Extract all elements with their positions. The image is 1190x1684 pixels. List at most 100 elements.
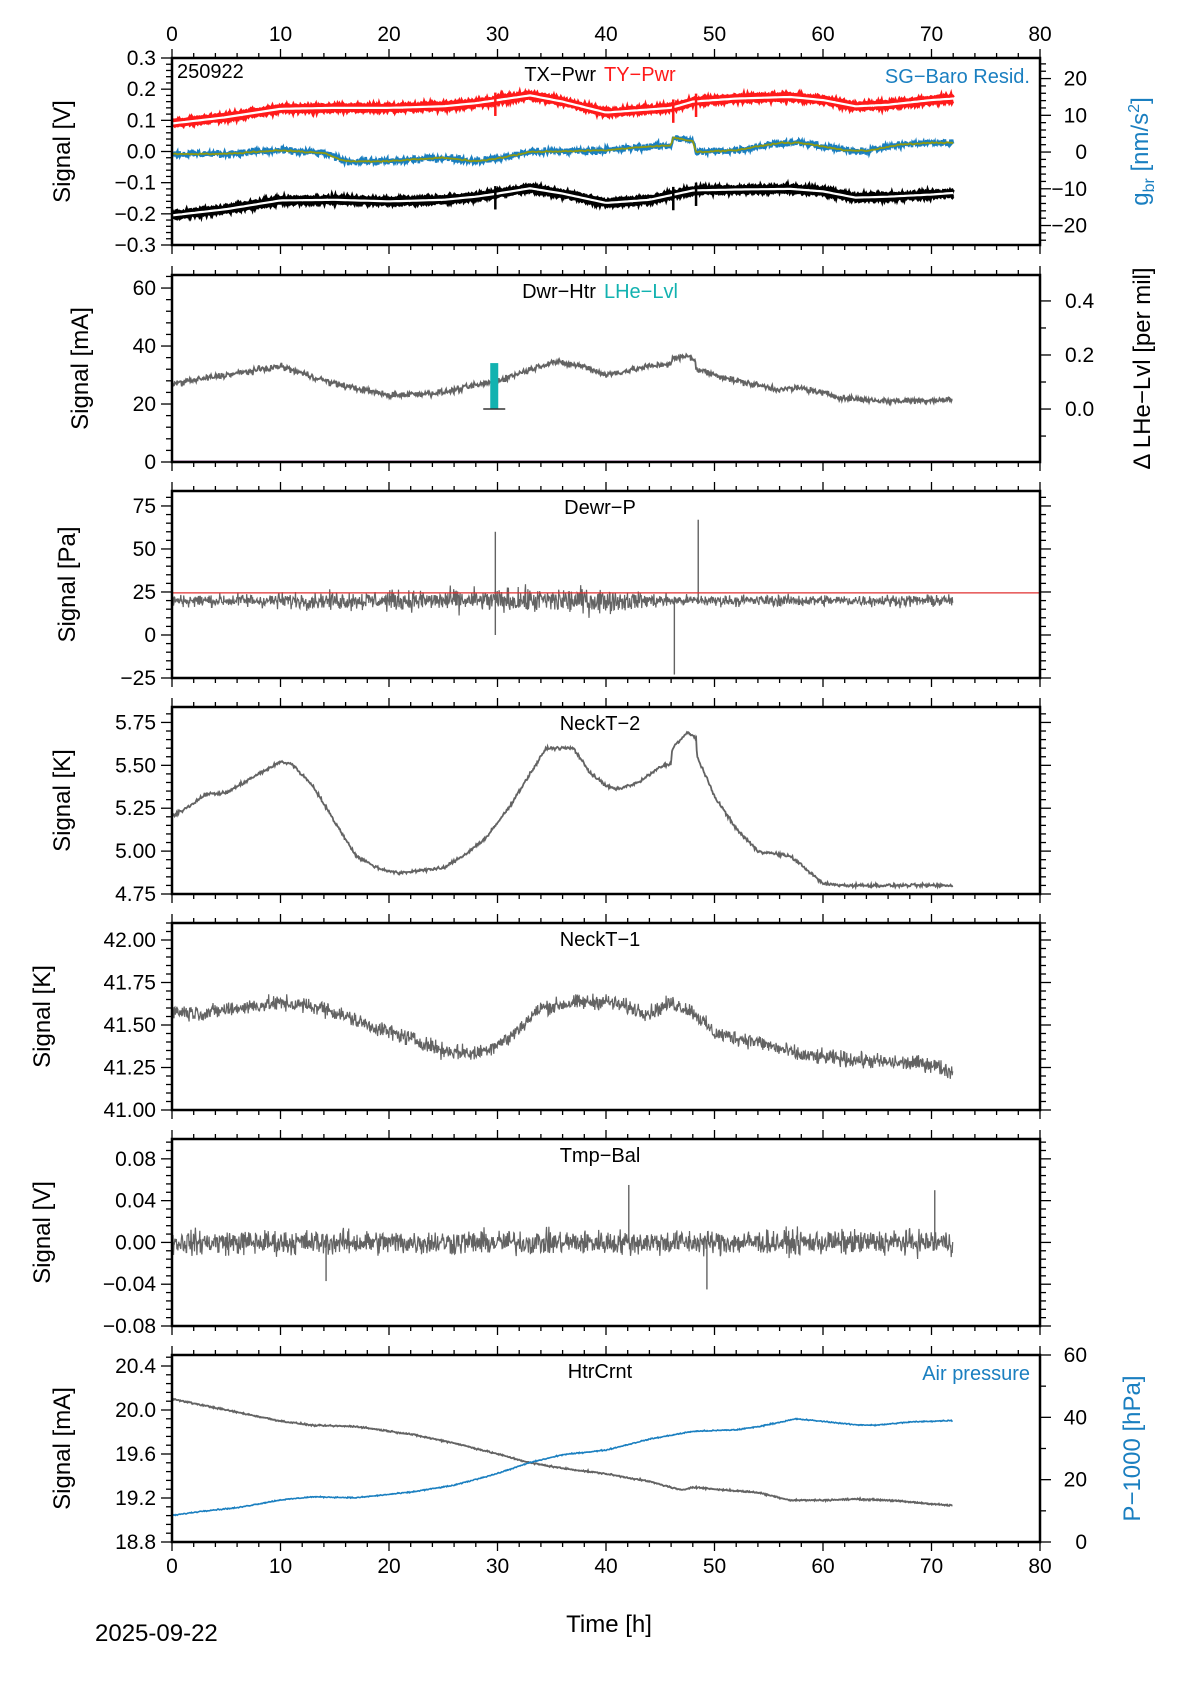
y-axis-title: Signal [K] xyxy=(29,965,56,1068)
y2-tick-label: 0 xyxy=(1075,141,1087,164)
y-tick-label: 0 xyxy=(144,451,156,474)
series-ty-pwr-upper xyxy=(172,86,955,128)
y2-tick-label: 60 xyxy=(1064,1344,1087,1367)
panel-title-part: Dwr−Htr xyxy=(522,281,596,303)
y-tick-label: 0.08 xyxy=(115,1148,156,1171)
x-tick-label: 30 xyxy=(486,23,509,46)
y-tick-label: −0.3 xyxy=(115,234,156,257)
series-air-pressure xyxy=(172,1417,954,1517)
panel-title-p1: TX−Pwr TY−Pwr xyxy=(524,64,676,86)
y-tick-label: 0.1 xyxy=(127,109,156,132)
panel-p5: 42.00 41.75 41.50 41.25 41.00 Signal [K] NeckT… xyxy=(29,914,1051,1122)
x-tick-label: 10 xyxy=(269,1555,292,1578)
y-axis-title: Signal [V] xyxy=(49,100,76,203)
y-tick-label: 4.75 xyxy=(115,883,156,906)
panel-title-part: NeckT−1 xyxy=(560,929,641,951)
panel-title-part: Tmp−Bal xyxy=(560,1145,641,1167)
y-tick-label: 60 xyxy=(133,277,156,300)
panel-title-p6: Tmp−Bal xyxy=(560,1145,641,1167)
y-tick-label: 0 xyxy=(144,624,156,647)
x-tick-label: 50 xyxy=(703,23,726,46)
series-lhe-lvl-bar xyxy=(490,363,499,410)
x-tick-label: 80 xyxy=(1028,23,1051,46)
panel-title-part: LHe−Lvl xyxy=(604,281,678,303)
y-tick-label: 0.2 xyxy=(127,78,156,101)
x-tick-label: 70 xyxy=(920,23,943,46)
x-tick-label: 10 xyxy=(269,23,292,46)
y2-axis-title: gbr [nm/s2] xyxy=(1126,97,1158,206)
y2-tick-label: 20 xyxy=(1064,68,1087,91)
y2-tick-label: 10 xyxy=(1064,104,1087,127)
y-tick-label: 5.50 xyxy=(115,754,156,777)
panel-title-part: TX−Pwr xyxy=(524,64,596,86)
y2-tick-label: 0.4 xyxy=(1065,290,1095,313)
panel-p6: 0.08 0.04 0.00 −0.04 −0.08 Signal [V] Tmp−Bal xyxy=(29,1130,1051,1338)
plot-area-p2 xyxy=(172,352,954,462)
panel-title-p2: Dwr−Htr LHe−Lvl xyxy=(522,281,678,303)
plot-area-p6 xyxy=(172,1184,954,1290)
series-ty-pwr-smooth xyxy=(172,94,954,125)
y-axis-title: Signal [K] xyxy=(49,749,76,852)
frame-p4 xyxy=(170,705,1042,896)
series-dwr-htr xyxy=(172,352,953,407)
x-axis-title: Time [h] xyxy=(566,1611,652,1638)
y2-tick-label: 0.2 xyxy=(1065,344,1094,367)
y2-title-end: ] xyxy=(1127,97,1154,104)
y2-tick-label: −10 xyxy=(1051,178,1087,201)
y-axis-title: Signal [V] xyxy=(29,1181,56,1284)
y2-tick-label: 40 xyxy=(1064,1406,1087,1429)
frame-p2 xyxy=(170,273,1042,464)
panel-p2: 60 40 20 0 Signal [mA] 0.4 0.2 0.0 Δ LHe−Lvl [pe… xyxy=(67,266,1156,474)
panel-title-part: TY−Pwr xyxy=(604,64,676,86)
y-tick-label: 40 xyxy=(133,335,156,358)
y2-tick-label: −20 xyxy=(1051,215,1087,238)
y-tick-label: 19.2 xyxy=(115,1487,156,1510)
y-tick-label: 0.3 xyxy=(127,47,156,70)
panel-corner-label: 250922 xyxy=(177,61,244,83)
y-tick-label: 42.00 xyxy=(103,929,156,952)
y-tick-label: 5.00 xyxy=(115,840,156,863)
series-tx-pwr-upper xyxy=(172,178,955,218)
y-axis-title: Signal [Pa] xyxy=(54,526,81,642)
plot-area-p1 xyxy=(172,86,955,223)
y2-axis-title: Δ LHe−Lvl [per mil] xyxy=(1129,267,1156,469)
panel-title-p3: Dewr−P xyxy=(564,497,636,519)
y2-axis-title: P−1000 [hPa] xyxy=(1119,1375,1146,1521)
y-tick-label: 41.00 xyxy=(103,1099,156,1122)
y-tick-label: 0.00 xyxy=(115,1231,156,1254)
panel-title-part: HtrCrnt xyxy=(568,1361,633,1383)
y-tick-label: 5.75 xyxy=(115,711,156,734)
y-tick-label: 5.25 xyxy=(115,797,156,820)
x-tick-label: 50 xyxy=(703,1555,726,1578)
panel-p7: 0 10 20 30 40 50 60 70 80 20.4 20.0 19.6 19.2 18.8 Sig… xyxy=(49,1344,1146,1578)
y2-tick-label: 0.0 xyxy=(1065,398,1094,421)
panel-title-p5: NeckT−1 xyxy=(560,929,641,951)
frame-p7 xyxy=(170,1353,1042,1544)
y-tick-label: −0.08 xyxy=(103,1315,156,1338)
panel-title-part: NeckT−2 xyxy=(560,713,641,735)
x-tick-label: 20 xyxy=(377,1555,400,1578)
y-tick-label: 20.0 xyxy=(115,1399,156,1422)
x-tick-label: 30 xyxy=(486,1555,509,1578)
plot-area-p7 xyxy=(172,1397,954,1517)
x-tick-label: 0 xyxy=(166,1555,178,1578)
x-tick-label: 70 xyxy=(920,1555,943,1578)
y-tick-label: 20 xyxy=(133,393,156,416)
y-tick-label: −0.2 xyxy=(115,203,156,226)
x-tick-label: 80 xyxy=(1028,1555,1051,1578)
x-tick-label: 60 xyxy=(811,1555,834,1578)
date-label: 2025-09-22 xyxy=(95,1620,218,1647)
panel-right-label-p1: SG−Baro Resid. xyxy=(885,66,1030,88)
series-sg-baro-resid--smooth xyxy=(172,136,954,163)
y-tick-label: 0.04 xyxy=(115,1190,156,1213)
y-tick-label: 41.75 xyxy=(103,972,156,995)
y-tick-label: 0.0 xyxy=(127,141,156,164)
panel-right-label-p7: Air pressure xyxy=(922,1363,1030,1385)
y-tick-label: 20.4 xyxy=(115,1355,156,1378)
x-tick-label: 60 xyxy=(811,23,834,46)
y-tick-label: 25 xyxy=(133,581,156,604)
series-tx-pwr-smooth xyxy=(172,187,954,217)
y-tick-label: −0.04 xyxy=(103,1273,156,1296)
series-dewr-p xyxy=(172,584,954,618)
